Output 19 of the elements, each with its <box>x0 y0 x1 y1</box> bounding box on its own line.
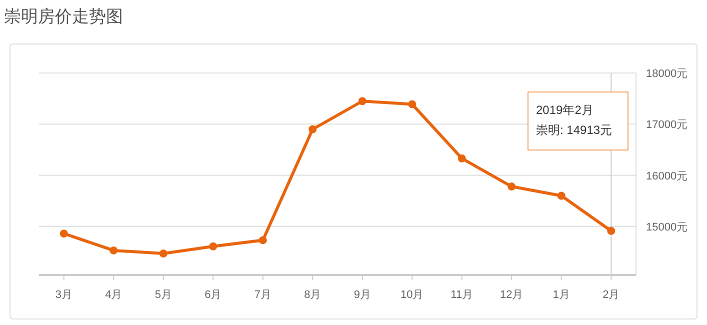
annotation: 崇明: 14913元 <box>536 123 612 137</box>
x-tick-label: 6月 <box>204 289 222 301</box>
y-tick-label: 15000元 <box>646 221 688 234</box>
y-tick-label: 18000元 <box>646 68 688 80</box>
x-tick-label: 4月 <box>105 289 122 301</box>
x-tick-label: 2月 <box>602 289 620 301</box>
y-tick-label: 17000元 <box>646 119 688 132</box>
x-tick-label: 1月 <box>552 289 570 301</box>
x-tick-label: 11月 <box>450 289 474 301</box>
x-tick-label: 9月 <box>354 289 371 301</box>
x-tick-label: 7月 <box>254 289 272 301</box>
y-tick-label: 16000元 <box>646 170 688 182</box>
x-tick-label: 8月 <box>304 289 322 301</box>
x-tick-label: 10月 <box>400 289 424 301</box>
x-tick-label: 5月 <box>154 289 172 301</box>
annotation: 2019年2月 <box>536 103 594 117</box>
x-tick-label: 12月 <box>500 289 524 301</box>
x-tick-label: 3月 <box>55 289 72 301</box>
chart-title: 崇明房价走势图 <box>4 7 123 26</box>
